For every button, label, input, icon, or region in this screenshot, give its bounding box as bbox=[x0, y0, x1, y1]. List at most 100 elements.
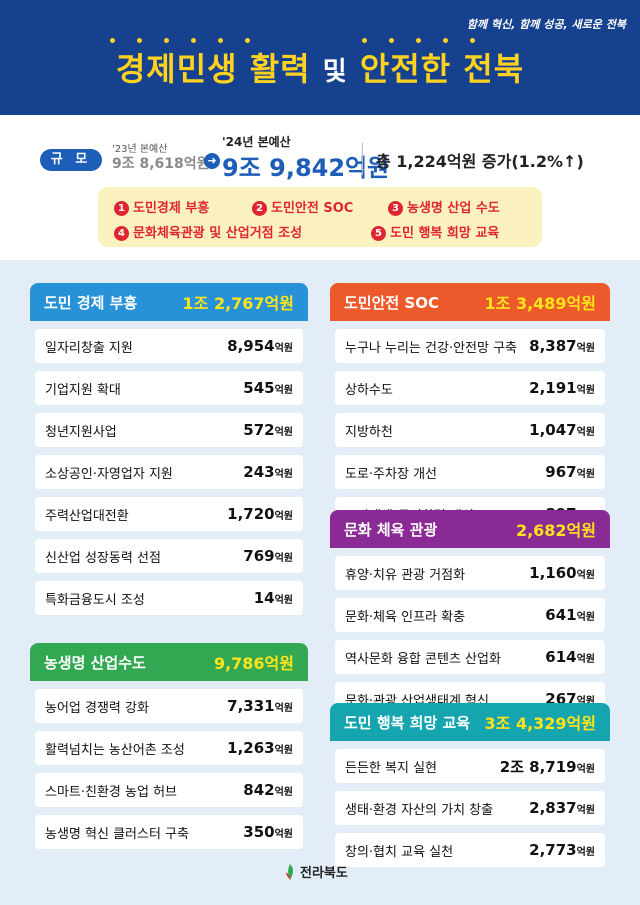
prev-budget-value: 9조 8,618억원 bbox=[112, 156, 210, 172]
row-label: 역사문화 융합 콘텐츠 산업화 bbox=[345, 651, 501, 667]
budget-row: 일자리창출 지원 8,954억원 bbox=[35, 329, 303, 363]
row-value: 967 bbox=[545, 463, 577, 481]
row-value: 350 bbox=[243, 823, 275, 841]
row-label: 누구나 누리는 건강·안전망 구축 bbox=[345, 340, 518, 356]
title-emphasis-dots bbox=[110, 38, 250, 44]
row-label: 활력넘치는 농산어촌 조성 bbox=[45, 742, 185, 758]
row-unit: 억원 bbox=[274, 703, 293, 714]
row-label: 기업지원 확대 bbox=[45, 382, 121, 398]
focus-label: 문화체육관광 및 산업거점 조성 bbox=[133, 226, 303, 241]
card-title: 도민 경제 부흥 bbox=[44, 293, 138, 312]
province-emblem-icon bbox=[286, 863, 293, 880]
row-unit: 억원 bbox=[576, 612, 595, 623]
jeonbuk-logo: 전라북도 bbox=[284, 862, 348, 881]
logo-text: 전라북도 bbox=[300, 866, 348, 881]
row-unit: 억원 bbox=[274, 787, 293, 798]
row-value: 842 bbox=[243, 781, 275, 799]
row-unit: 억원 bbox=[576, 696, 595, 707]
scale-badge: 규 모 bbox=[40, 149, 102, 171]
row-value: 243 bbox=[243, 463, 275, 481]
row-value: 641 bbox=[545, 606, 577, 624]
focus-number: 3 bbox=[388, 201, 403, 216]
budget-row: 스마트·친환경 농업 허브 842억원 bbox=[35, 773, 303, 807]
focus-label: 도민경제 부흥 bbox=[133, 201, 210, 216]
row-unit: 억원 bbox=[274, 745, 293, 756]
card-total: 9,786억원 bbox=[213, 654, 294, 673]
row-unit: 억원 bbox=[576, 469, 595, 480]
card-header: 도민안전 SOC 1조 3,489억원 bbox=[330, 283, 610, 321]
row-value: 8,387 bbox=[529, 337, 577, 355]
row-unit: 억원 bbox=[576, 847, 595, 858]
card-total: 2,682억원 bbox=[515, 521, 596, 540]
card-title: 도민안전 SOC bbox=[344, 293, 439, 312]
budget-row: 특화금융도시 조성 14억원 bbox=[35, 581, 303, 615]
row-value: 1,160 bbox=[529, 564, 577, 582]
focus-number: 4 bbox=[114, 226, 129, 241]
row-value: 2,837 bbox=[529, 799, 577, 817]
row-unit: 억원 bbox=[274, 385, 293, 396]
card-total: 1조 2,767억원 bbox=[182, 294, 294, 313]
slogan: 함께 혁신, 함께 성공, 새로운 전북 bbox=[466, 18, 626, 31]
row-value: 2,191 bbox=[529, 379, 577, 397]
focus-item: 2 도민안전 SOC bbox=[252, 197, 353, 216]
row-unit: 억원 bbox=[274, 511, 293, 522]
card-total: 1조 3,489억원 bbox=[484, 294, 596, 313]
budget-row: 도로·주차장 개선 967억원 bbox=[335, 455, 605, 489]
card-culture-sports-tourism: 문화 체육 관광 2,682억원 휴양·치유 관광 거점화 1,160억원 문화·… bbox=[330, 510, 610, 716]
arrow-right-icon: ➜ bbox=[204, 153, 220, 169]
title-emphasis-dots bbox=[362, 38, 475, 44]
row-label: 주력산업대전환 bbox=[45, 508, 129, 524]
title-and: 및 bbox=[322, 57, 348, 87]
row-value: 572 bbox=[243, 421, 275, 439]
budget-row: 상하수도 2,191억원 bbox=[335, 371, 605, 405]
row-unit: 억원 bbox=[576, 654, 595, 665]
row-value: 2조 8,719 bbox=[499, 757, 577, 776]
budget-row: 누구나 누리는 건강·안전망 구축 8,387억원 bbox=[335, 329, 605, 363]
row-label: 든든한 복지 실현 bbox=[345, 760, 437, 776]
header-banner: 함께 혁신, 함께 성공, 새로운 전북 경제민생 활력 및 안전한 전북 bbox=[0, 0, 640, 115]
card-agriculture: 농생명 산업수도 9,786억원 농어업 경쟁력 강화 7,331억원 활력넘치는… bbox=[30, 643, 308, 849]
card-title: 농생명 산업수도 bbox=[44, 653, 146, 672]
row-unit: 억원 bbox=[576, 805, 595, 816]
focus-item: 4 문화체육관광 및 산업거점 조성 bbox=[114, 222, 302, 241]
budget-row: 역사문화 융합 콘텐츠 산업화 614억원 bbox=[335, 640, 605, 674]
card-total: 3조 4,329억원 bbox=[484, 714, 596, 733]
row-value: 1,047 bbox=[529, 421, 577, 439]
budget-row: 신산업 성장동력 선점 769억원 bbox=[35, 539, 303, 573]
row-label: 창의·협치 교육 실천 bbox=[345, 844, 454, 860]
card-title: 문화 체육 관광 bbox=[344, 520, 438, 539]
card-economy: 도민 경제 부흥 1조 2,767억원 일자리창출 지원 8,954억원 기업지원… bbox=[30, 283, 308, 615]
focus-label: 도민안전 SOC bbox=[271, 201, 354, 216]
budget-row: 창의·협치 교육 실천 2,773억원 bbox=[335, 833, 605, 867]
row-label: 도로·주차장 개선 bbox=[345, 466, 437, 482]
card-title: 도민 행복 희망 교육 bbox=[344, 713, 471, 732]
row-value: 614 bbox=[545, 648, 577, 666]
budget-row: 주력산업대전환 1,720억원 bbox=[35, 497, 303, 531]
budget-row: 든든한 복지 실현 2조 8,719억원 bbox=[335, 749, 605, 783]
page-title: 경제민생 활력 및 안전한 전북 bbox=[0, 44, 640, 90]
row-label: 상하수도 bbox=[345, 382, 393, 398]
budget-row: 소상공인·자영업자 지원 243억원 bbox=[35, 455, 303, 489]
row-unit: 억원 bbox=[274, 553, 293, 564]
current-budget-label: '24년 본예산 bbox=[222, 135, 291, 149]
row-value: 8,954 bbox=[227, 337, 275, 355]
budget-row: 휴양·치유 관광 거점화 1,160억원 bbox=[335, 556, 605, 590]
row-unit: 억원 bbox=[576, 763, 595, 775]
divider bbox=[362, 143, 363, 175]
row-unit: 억원 bbox=[576, 427, 595, 438]
focus-number: 2 bbox=[252, 201, 267, 216]
budget-row: 생태·환경 자산의 가치 창출 2,837억원 bbox=[335, 791, 605, 825]
row-unit: 억원 bbox=[576, 385, 595, 396]
row-label: 문화·체육 인프라 확충 bbox=[345, 609, 466, 625]
row-unit: 억원 bbox=[576, 343, 595, 354]
row-label: 생태·환경 자산의 가치 창출 bbox=[345, 802, 494, 818]
row-unit: 억원 bbox=[274, 595, 293, 606]
prev-budget-label: '23년 본예산 bbox=[112, 144, 168, 155]
title-part-2: 안전한 전북 bbox=[359, 50, 525, 88]
budget-row: 농생명 혁신 클러스터 구축 350억원 bbox=[35, 815, 303, 849]
row-unit: 억원 bbox=[274, 343, 293, 354]
row-unit: 억원 bbox=[274, 427, 293, 438]
budget-row: 지방하천 1,047억원 bbox=[335, 413, 605, 447]
focus-item: 1 도민경제 부흥 bbox=[114, 197, 209, 216]
focus-item: 5 도민 행복 희망 교육 bbox=[371, 222, 499, 241]
